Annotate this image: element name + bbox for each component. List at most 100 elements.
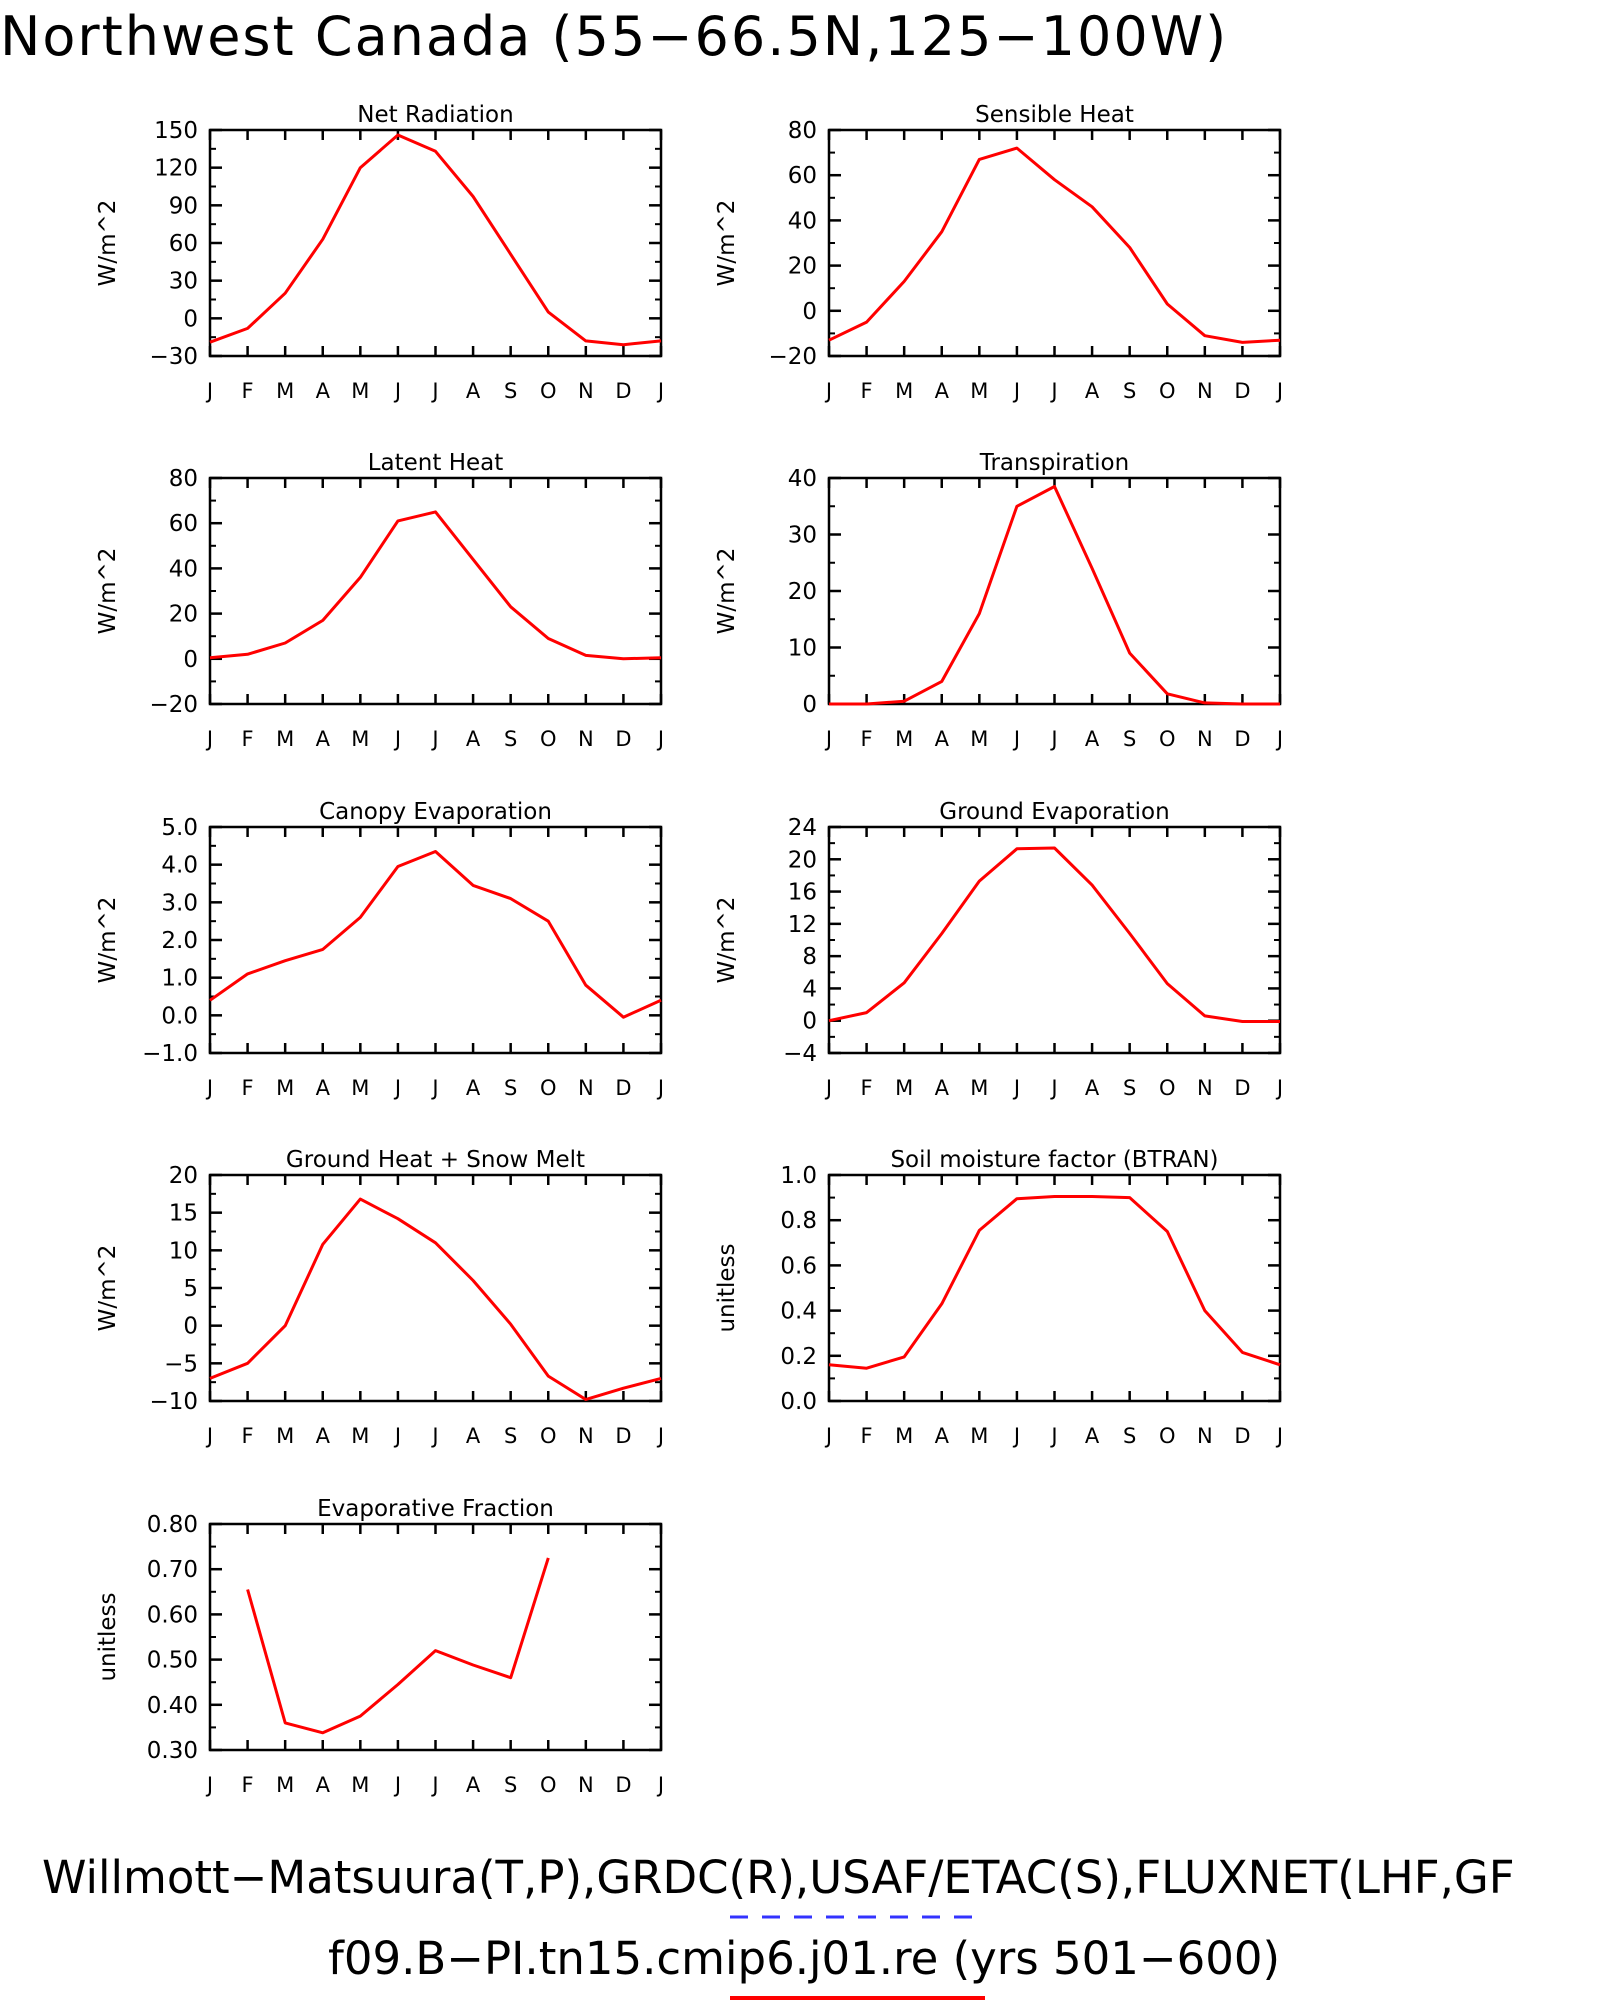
x-tick-label: J <box>393 727 401 751</box>
y-tick-label: 0.4 <box>780 1299 817 1325</box>
x-tick-label: J <box>824 727 832 751</box>
x-tick-label: S <box>1123 1076 1136 1100</box>
x-tick-label: D <box>615 1773 631 1797</box>
x-tick-label: S <box>504 1424 517 1448</box>
y-tick-label: 0.60 <box>147 1602 198 1628</box>
x-tick-label: N <box>578 1773 594 1797</box>
x-tick-label: N <box>1197 727 1213 751</box>
y-axis-label: unitless <box>714 1243 740 1332</box>
x-tick-label: N <box>578 1076 594 1100</box>
x-tick-label: M <box>895 379 913 403</box>
model-series-line <box>209 850 662 1019</box>
x-tick-label: D <box>1234 1424 1250 1448</box>
y-tick-label: 40 <box>788 208 817 234</box>
x-tick-label: D <box>615 1076 631 1100</box>
x-tick-label: J <box>205 1773 213 1797</box>
x-tick-label: J <box>1012 1076 1020 1100</box>
model-series-line <box>209 133 662 347</box>
y-tick-label: 0.80 <box>147 1512 198 1538</box>
x-tick-label: A <box>316 727 331 751</box>
x-tick-label: J <box>656 1773 664 1797</box>
x-tick-label: F <box>861 727 873 751</box>
x-tick-label: O <box>1159 727 1176 751</box>
y-tick-label: −10 <box>149 1389 198 1415</box>
model-series-line <box>829 485 1280 706</box>
x-tick-label: A <box>935 1424 950 1448</box>
y-tick-label: −30 <box>149 344 198 370</box>
y-tick-label: 5.0 <box>161 815 198 841</box>
panel-title: Net Radiation <box>357 102 513 128</box>
x-tick-label: O <box>1159 379 1176 403</box>
x-tick-label: J <box>656 379 664 403</box>
x-tick-label: J <box>205 1424 213 1448</box>
x-tick-label: M <box>276 1773 294 1797</box>
model-series-line <box>828 146 1281 344</box>
x-tick-label: J <box>1049 379 1057 403</box>
x-tick-label: M <box>970 1424 988 1448</box>
x-tick-label: O <box>1159 1424 1176 1448</box>
x-tick-label: A <box>935 727 950 751</box>
y-tick-label: 0 <box>802 692 817 718</box>
panel-title: Soil moisture factor (BTRAN) <box>890 1147 1218 1173</box>
y-tick-label: 90 <box>169 193 198 219</box>
y-tick-label: 0 <box>802 299 817 325</box>
x-tick-label: S <box>504 379 517 403</box>
model-series-line <box>209 510 662 661</box>
y-tick-label: 40 <box>788 466 817 492</box>
x-tick-label: M <box>970 379 988 403</box>
y-tick-label: 60 <box>169 231 198 257</box>
y-tick-label: 0.8 <box>780 1208 817 1234</box>
x-tick-label: A <box>1085 379 1100 403</box>
plot-frame <box>208 825 663 1055</box>
y-tick-label: 20 <box>169 602 198 628</box>
x-tick-label: A <box>316 1076 331 1100</box>
footer-source-line: Willmott−Matsuura(T,P),GRDC(R),USAF/ETAC… <box>42 1851 1515 1904</box>
x-tick-label: O <box>540 1076 557 1100</box>
x-tick-label: J <box>1275 1076 1283 1100</box>
x-tick-label: A <box>316 379 331 403</box>
x-tick-label: D <box>615 1424 631 1448</box>
model-series-line <box>246 1557 550 1735</box>
y-tick-label: 30 <box>169 269 198 295</box>
y-tick-label: −20 <box>768 344 817 370</box>
x-tick-label: A <box>316 1773 331 1797</box>
x-tick-label: S <box>1123 1424 1136 1448</box>
x-tick-label: F <box>242 1773 254 1797</box>
x-tick-label: O <box>540 1424 557 1448</box>
y-tick-label: 3.0 <box>161 890 198 916</box>
panel-title: Transpiration <box>979 450 1129 476</box>
y-axis-label: W/m^2 <box>714 897 740 984</box>
x-tick-label: D <box>1234 1076 1250 1100</box>
y-tick-label: 4 <box>802 976 817 1002</box>
y-tick-label: 0.30 <box>147 1738 198 1764</box>
y-tick-label: 0.6 <box>780 1253 817 1279</box>
x-tick-label: J <box>656 1424 664 1448</box>
y-tick-label: 0.50 <box>147 1648 198 1674</box>
x-tick-label: J <box>1012 727 1020 751</box>
x-tick-label: O <box>540 727 557 751</box>
x-tick-label: J <box>1275 1424 1283 1448</box>
x-tick-label: N <box>578 727 594 751</box>
x-tick-label: J <box>393 1773 401 1797</box>
y-tick-label: 1.0 <box>161 966 198 992</box>
y-tick-label: 150 <box>154 118 198 144</box>
y-tick-label: 0.70 <box>147 1557 198 1583</box>
x-tick-label: F <box>861 1076 873 1100</box>
x-tick-label: J <box>656 727 664 751</box>
x-tick-label: O <box>1159 1076 1176 1100</box>
x-tick-label: J <box>824 1076 832 1100</box>
x-tick-label: M <box>351 1076 369 1100</box>
plot-frame <box>208 1173 663 1403</box>
y-tick-label: 10 <box>169 1238 198 1264</box>
x-tick-label: J <box>824 379 832 403</box>
x-tick-label: J <box>1012 1424 1020 1448</box>
y-axis-label: W/m^2 <box>714 548 740 635</box>
y-tick-label: 40 <box>169 556 198 582</box>
y-tick-label: 15 <box>169 1201 198 1227</box>
x-tick-label: F <box>242 1076 254 1100</box>
y-tick-label: 1.0 <box>780 1163 817 1189</box>
